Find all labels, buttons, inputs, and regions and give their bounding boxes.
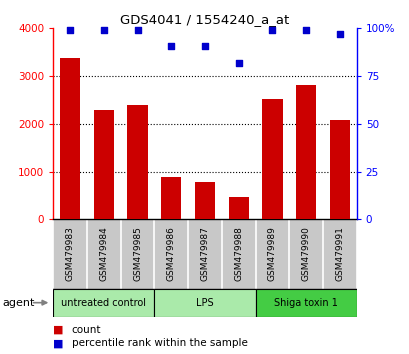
- Text: GSM479984: GSM479984: [99, 227, 108, 281]
- Point: [67, 27, 73, 33]
- Point: [168, 43, 174, 48]
- Bar: [161, 177, 181, 219]
- Bar: [60, 58, 80, 219]
- Text: GSM479985: GSM479985: [133, 227, 142, 281]
- Point: [100, 27, 107, 33]
- Bar: [228, 197, 248, 219]
- Text: GSM479990: GSM479990: [301, 227, 310, 281]
- Point: [302, 27, 309, 33]
- Text: untreated control: untreated control: [61, 298, 146, 308]
- Bar: [94, 110, 114, 219]
- Text: GSM479987: GSM479987: [200, 227, 209, 281]
- Text: GSM479983: GSM479983: [65, 227, 74, 281]
- Text: count: count: [72, 325, 101, 335]
- Text: agent: agent: [2, 298, 34, 308]
- Point: [134, 27, 141, 33]
- Text: LPS: LPS: [196, 298, 213, 308]
- Text: GSM479986: GSM479986: [166, 227, 175, 281]
- Title: GDS4041 / 1554240_a_at: GDS4041 / 1554240_a_at: [120, 13, 289, 26]
- Text: Shiga toxin 1: Shiga toxin 1: [274, 298, 337, 308]
- Bar: [255, 289, 356, 317]
- Bar: [53, 289, 154, 317]
- Point: [201, 43, 208, 48]
- Point: [268, 27, 275, 33]
- Point: [336, 31, 342, 37]
- Text: GSM479991: GSM479991: [335, 227, 344, 281]
- Bar: [262, 99, 282, 219]
- Bar: [194, 182, 215, 219]
- Text: GSM479988: GSM479988: [234, 227, 243, 281]
- Text: ■: ■: [53, 325, 64, 335]
- Bar: [154, 289, 255, 317]
- Text: GSM479989: GSM479989: [267, 227, 276, 281]
- Bar: [127, 105, 147, 219]
- Text: percentile rank within the sample: percentile rank within the sample: [72, 338, 247, 348]
- Bar: [329, 120, 349, 219]
- Text: ■: ■: [53, 338, 64, 348]
- Bar: [295, 85, 315, 219]
- Point: [235, 60, 241, 65]
